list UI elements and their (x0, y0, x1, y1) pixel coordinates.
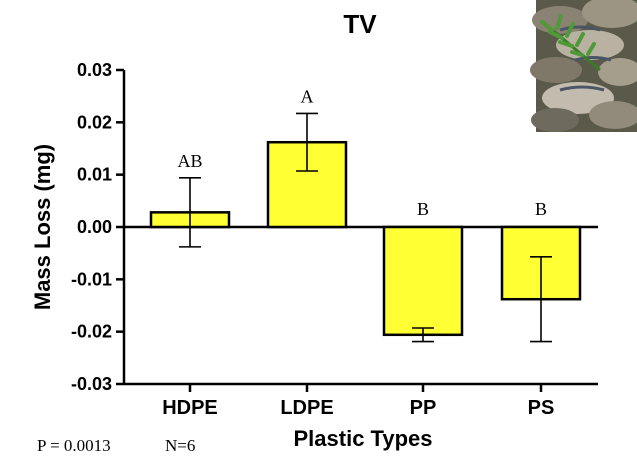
error-bar-ps (530, 256, 552, 343)
error-bar-hdpe (179, 177, 201, 248)
significance-label-hdpe: AB (177, 151, 202, 171)
y-tick-label: -0.01 (71, 269, 112, 289)
y-tick-label: 0.02 (77, 112, 112, 132)
x-axis-label: Plastic Types (294, 426, 433, 451)
n-value-text: N=6 (165, 436, 195, 455)
y-tick-label: 0.03 (77, 60, 112, 80)
y-tick-label: 0.01 (77, 165, 112, 185)
y-tick-label: -0.03 (71, 374, 112, 394)
error-bar-ldpe (296, 112, 318, 172)
significance-label-pp: B (417, 199, 429, 219)
x-tick-label-ps: PS (528, 397, 555, 419)
y-tick-label: 0.00 (77, 217, 112, 237)
significance-label-ps: B (535, 199, 547, 219)
x-tick-label-pp: PP (410, 397, 437, 419)
y-axis-label: Mass Loss (mg) (30, 144, 55, 310)
p-value-text: P = 0.0013 (37, 436, 111, 455)
error-bar-pp (412, 327, 434, 343)
x-tick-label-hdpe: HDPE (162, 397, 218, 419)
y-tick-label: -0.02 (71, 322, 112, 342)
significance-label-ldpe: A (301, 86, 314, 106)
bar-pp (382, 225, 464, 337)
turkey-tail-fungus-photo (530, 0, 637, 132)
x-tick-label-ldpe: LDPE (280, 397, 333, 419)
chart-title: TV (343, 9, 377, 39)
